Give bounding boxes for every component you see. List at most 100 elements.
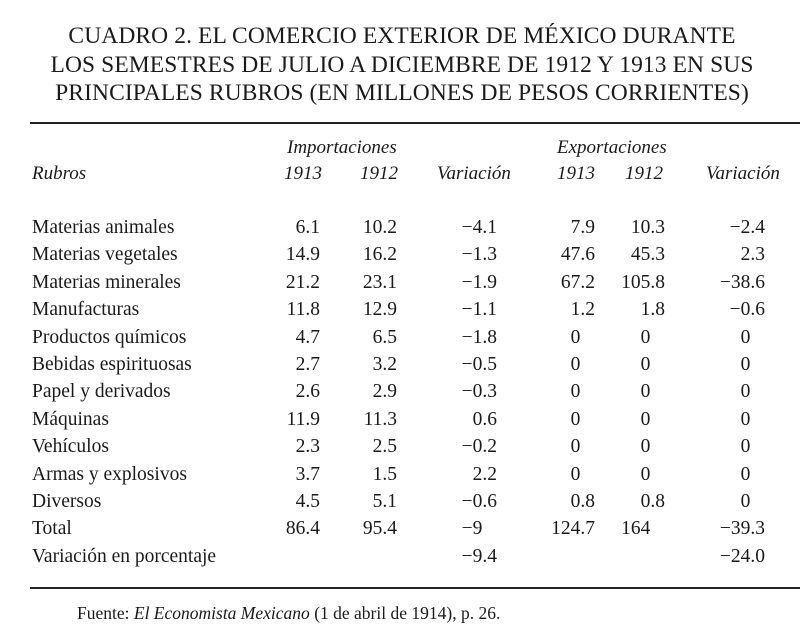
cell-value: 0 <box>640 463 651 485</box>
cell-exp-var: 0.0 <box>741 409 765 431</box>
cell-exp-1913: 1.2 <box>571 299 595 321</box>
cell-exp-var: −2.4 <box>730 217 765 239</box>
cell-imp-var: −1.3 <box>462 244 497 266</box>
cell-value: 1.8 <box>640 299 665 321</box>
bottom-rule <box>30 587 800 589</box>
cell-exp-var: 0.0 <box>741 464 765 486</box>
cell-exp-var: 0.0 <box>741 354 765 376</box>
cell-value: 164 <box>621 518 651 540</box>
cell-imp-1913: 6.1 <box>296 217 320 239</box>
table-row: Manufacturas 11.8 12.9 −1.1 1.2 1.8 −0.6 <box>0 299 804 326</box>
cell-imp-1913: 4.7 <box>296 327 320 349</box>
cell-value: 1.2 <box>570 299 595 321</box>
cell-value: 0 <box>570 354 581 375</box>
cell-value: 12.9 <box>362 299 397 321</box>
cell-imp-1912: 16.2 <box>363 244 397 266</box>
row-label: Materias animales <box>32 217 175 238</box>
row-label: Total <box>32 518 72 540</box>
table-row: Total 86.4 95.4 −9.0 124.7 164.0 −39.3 <box>0 518 804 545</box>
cell-value: 11.9 <box>286 408 320 430</box>
table-title: CUADRO 2. EL COMERCIO EXTERIOR DE MÉXICO… <box>0 22 804 108</box>
cell-value: 11.8 <box>286 299 320 321</box>
cell-exp-1912: 0.0 <box>641 354 665 376</box>
table-row: Papel y derivados 2.6 2.9 −0.3 0.0 0.0 0.0 <box>0 381 804 408</box>
cell-imp-1913: 11.8 <box>287 299 320 321</box>
cell-exp-var: 0.0 <box>741 436 765 458</box>
cell-value: −38.6 <box>719 271 765 293</box>
cell-value: −2.4 <box>729 217 765 238</box>
cell-imp-var: −0.2 <box>462 436 497 458</box>
cell-exp-1912: 45.3 <box>631 244 665 266</box>
cell-value: −1.1 <box>461 299 497 321</box>
cell-imp-1912: 11.3 <box>364 409 397 431</box>
cell-value: 86.4 <box>285 518 320 540</box>
cell-value: 0 <box>740 354 751 375</box>
cell-value: −1.8 <box>461 326 497 348</box>
cell-value: −1.9 <box>461 271 497 293</box>
cell-imp-1913: 2.7 <box>296 354 320 376</box>
cell-exp-1912: 0.0 <box>641 409 665 431</box>
cell-imp-1912: 3.2 <box>373 354 397 376</box>
title-line: LOS SEMESTRES DE JULIO A DICIEMBRE DE 19… <box>50 51 754 78</box>
source-note: Fuente: El Economista Mexicano (1 de abr… <box>77 603 500 624</box>
cell-value: −0.6 <box>461 491 497 512</box>
cell-imp-var: −4.1 <box>462 217 497 239</box>
cell-value: −0.2 <box>461 436 497 458</box>
cell-exp-1912: 1.8 <box>641 299 665 321</box>
cell-value: −9 <box>461 518 483 540</box>
cell-exp-1913: 0.0 <box>571 436 595 458</box>
cell-value: −0.5 <box>461 354 497 375</box>
cell-exp-1912: 164.0 <box>621 518 665 540</box>
cell-exp-1912: 105.8 <box>621 272 665 294</box>
title-line: CUADRO 2. EL COMERCIO EXTERIOR DE MÉXICO… <box>68 23 736 49</box>
cell-value: 5.1 <box>372 491 397 512</box>
top-rule <box>30 122 800 124</box>
cell-value: 67.2 <box>560 271 595 293</box>
cell-value: 2.5 <box>372 436 397 458</box>
cell-imp-1913: 21.2 <box>286 272 320 294</box>
row-label: Variación en porcentaje <box>32 545 217 567</box>
cell-value: −39.3 <box>719 518 765 540</box>
row-label: Manufacturas <box>32 299 140 321</box>
cell-value: 0 <box>740 408 751 430</box>
cell-imp-var: −1.8 <box>462 327 497 349</box>
cell-imp-var: −0.6 <box>462 491 497 513</box>
cell-value: 4.5 <box>295 491 320 512</box>
table-row: Vehículos 2.3 2.5 −0.2 0.0 0.0 0.0 <box>0 436 804 463</box>
row-label: Máquinas <box>32 408 109 430</box>
cell-value: 0 <box>640 408 651 430</box>
cell-value: 0 <box>640 354 651 375</box>
cell-exp-1913: 0.0 <box>571 409 595 431</box>
row-label: Productos químicos <box>32 326 187 348</box>
cell-exp-var: −38.6 <box>720 272 765 294</box>
row-label: Diversos <box>32 491 102 512</box>
cell-value: 7.9 <box>570 217 595 238</box>
cell-value: 0 <box>640 381 651 403</box>
cell-exp-1912: 0.0 <box>641 436 665 458</box>
source-work: El Economista Mexicano <box>133 603 310 623</box>
cell-value: 0 <box>740 326 751 348</box>
cell-value: 0.6 <box>472 408 497 430</box>
cell-value: 10.3 <box>630 217 665 238</box>
cell-exp-1913: 0.0 <box>571 354 595 376</box>
cell-value: 0 <box>570 463 581 485</box>
cell-value: 2.7 <box>295 354 320 375</box>
cell-imp-var: −9.4 <box>462 546 497 568</box>
cell-value: 95.4 <box>362 518 397 540</box>
cell-value: 2.2 <box>472 463 497 485</box>
cell-exp-1912: 10.3 <box>631 217 665 239</box>
cell-exp-1913: 7.9 <box>571 217 595 239</box>
source-prefix: Fuente: <box>77 603 134 623</box>
cell-imp-1913: 4.5 <box>296 491 320 513</box>
cell-value: 21.2 <box>285 271 320 293</box>
cell-value: 0 <box>740 491 751 512</box>
table-row: Materias animales 6.1 10.2 −4.1 7.9 10.3 −2.4 <box>0 217 804 244</box>
header-rubros: Rubros <box>32 163 87 184</box>
table-row: Productos químicos 4.7 6.5 −1.8 0.0 0.0 0.0 <box>0 327 804 354</box>
cell-imp-1912: 5.1 <box>373 491 397 513</box>
cell-exp-1913: 0.0 <box>571 381 595 403</box>
cell-value: 0 <box>740 381 751 403</box>
cell-value: 14.9 <box>285 244 320 266</box>
cell-value: 0.8 <box>570 491 595 512</box>
header-exportaciones: Exportaciones <box>557 137 667 158</box>
